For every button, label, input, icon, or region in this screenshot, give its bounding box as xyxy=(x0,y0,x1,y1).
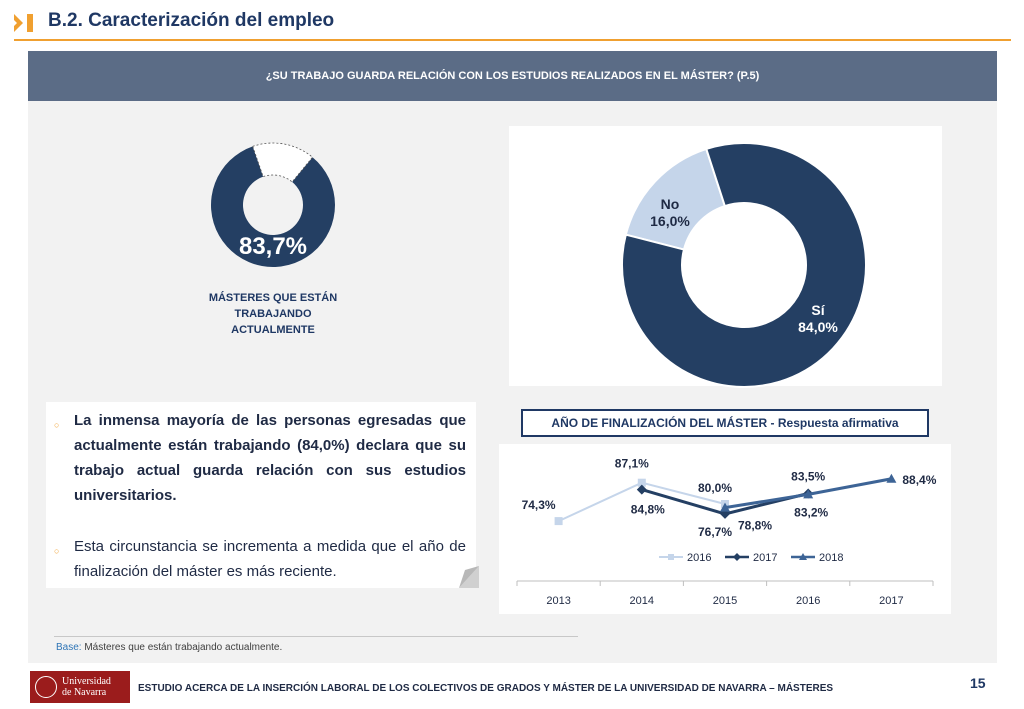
x-tick-label: 2014 xyxy=(630,595,654,607)
page-number: 15 xyxy=(970,675,986,691)
donut-label-no: No 16,0% xyxy=(645,196,695,230)
donut-slice-si xyxy=(621,142,867,388)
bullet-icon: ○ xyxy=(54,420,60,430)
bullet-icon: ○ xyxy=(54,546,60,556)
question-banner: ¿SU TRABAJO GUARDA RELACIÓN CON LOS ESTU… xyxy=(28,51,997,101)
legend-label: 2017 xyxy=(753,552,777,564)
donut-category-no: No xyxy=(660,196,680,212)
line-chart-card xyxy=(499,444,951,614)
relation-donut xyxy=(621,142,867,388)
data-label: 76,7% xyxy=(698,525,732,539)
data-point xyxy=(636,484,647,495)
legend-marker xyxy=(799,553,807,560)
data-point xyxy=(886,473,897,483)
base-key: Base: xyxy=(56,642,82,653)
university-crest-icon xyxy=(35,676,57,698)
data-label: 80,0% xyxy=(698,481,732,495)
working-percentage: 83,7% xyxy=(238,233,308,260)
x-tick-label: 2013 xyxy=(546,595,570,607)
logo-line-1: Universidad xyxy=(62,676,111,687)
summary-paragraph-1: La inmensa mayoría de las personas egres… xyxy=(74,412,466,504)
title-divider xyxy=(14,39,1011,41)
data-point xyxy=(803,489,814,499)
x-tick-label: 2017 xyxy=(879,595,903,607)
page-curl-icon xyxy=(459,566,479,588)
data-label: 74,3% xyxy=(522,498,556,512)
donut-value-si: 84,0% xyxy=(798,319,838,335)
working-donut xyxy=(210,142,335,267)
logo-mark-icon xyxy=(14,14,33,32)
x-tick-label: 2015 xyxy=(713,595,737,607)
summary-paragraph-2: Esta circunstancia se incrementa a medid… xyxy=(74,538,466,580)
data-label: 87,1% xyxy=(615,457,649,471)
data-label: 83,2% xyxy=(794,505,828,519)
footer-text: ESTUDIO ACERCA DE LA INSERCIÓN LABORAL D… xyxy=(138,683,834,694)
donut-category-si: Sí xyxy=(811,302,825,318)
university-logo: Universidad de Navarra xyxy=(30,671,130,703)
logo-line-2: de Navarra xyxy=(62,687,107,698)
legend-label: 2018 xyxy=(819,552,843,564)
base-divider xyxy=(54,636,578,637)
donut-segment-not-working xyxy=(252,142,314,183)
data-label: 83,5% xyxy=(791,470,825,484)
donut-label-si: Sí 84,0% xyxy=(793,302,843,336)
line-chart: 2013 2014 2015 2016 2017 74,3% 87,1% 80,0% 84,8%… xyxy=(516,457,937,607)
base-text: Másteres que están trabajando actualment… xyxy=(81,642,283,653)
data-point xyxy=(637,478,646,487)
legend-marker xyxy=(733,553,741,561)
data-label: 84,8% xyxy=(631,503,665,517)
data-point xyxy=(720,502,730,512)
working-label: MÁSTERES QUE ESTÁN TRABAJANDO ACTUALMENT… xyxy=(208,292,338,336)
line-chart-title: AÑO DE FINALIZACIÓN DEL MÁSTER - Respues… xyxy=(521,409,929,437)
legend-marker xyxy=(668,554,674,560)
donut-segment-working xyxy=(210,146,335,267)
data-label: 88,4% xyxy=(902,473,936,487)
donut-value-no: 16,0% xyxy=(650,213,690,229)
x-tick-label: 2016 xyxy=(796,595,820,607)
page-title: B.2. Caracterización del empleo xyxy=(48,10,335,31)
data-label: 78,8% xyxy=(738,519,772,533)
base-note: Base: Másteres que están trabajando actu… xyxy=(56,642,282,653)
summary-text-box: ○ La inmensa mayoría de las personas egr… xyxy=(46,402,476,588)
data-point xyxy=(554,517,563,526)
legend-label: 2016 xyxy=(687,552,711,564)
